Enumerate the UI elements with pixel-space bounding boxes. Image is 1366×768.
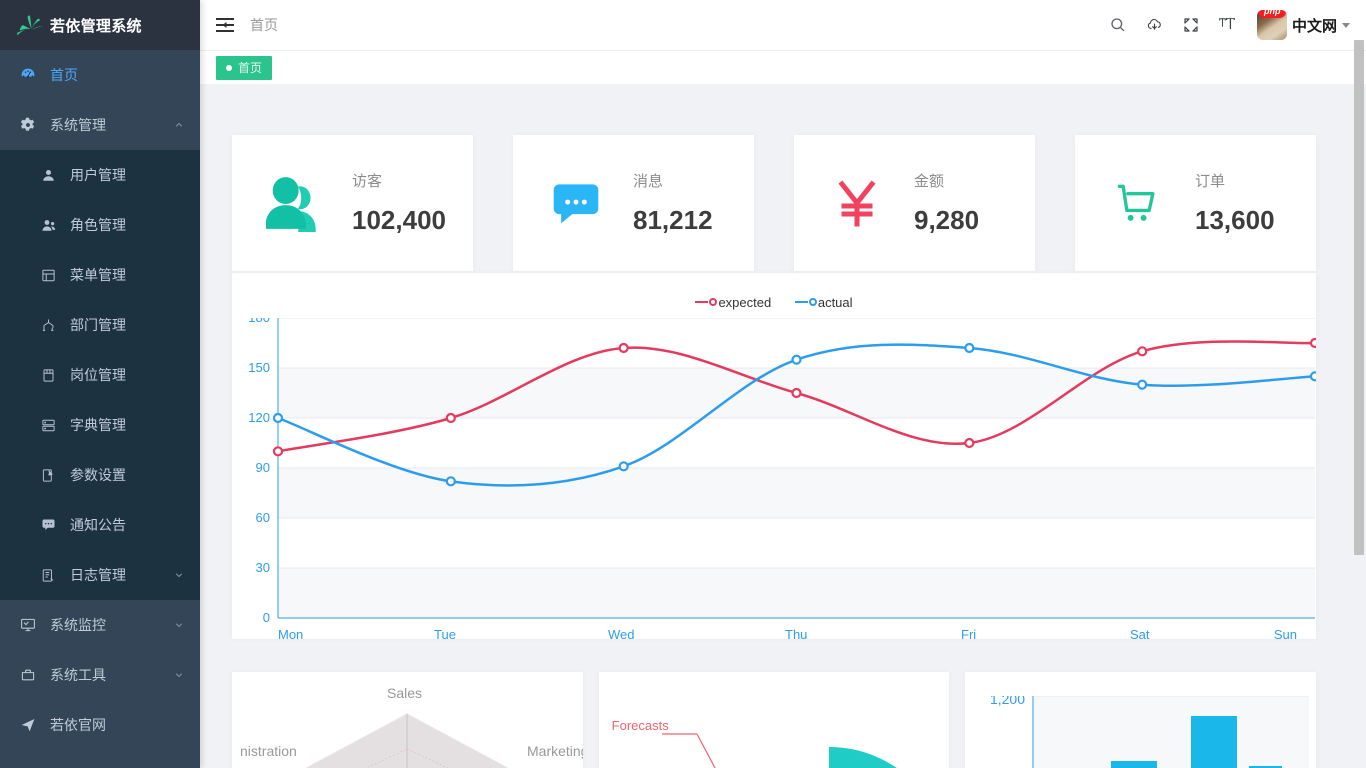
svg-text:120: 120 (248, 410, 270, 425)
svg-text:Sun: Sun (1274, 627, 1297, 642)
svg-text:Sat: Sat (1130, 627, 1150, 642)
svg-text:Wed: Wed (608, 627, 635, 642)
svg-text:180: 180 (248, 318, 270, 325)
svg-text:Fri: Fri (961, 627, 976, 642)
svg-text:Thu: Thu (785, 627, 807, 642)
svg-text:30: 30 (256, 560, 270, 575)
svg-text:0: 0 (263, 610, 270, 625)
svg-text:150: 150 (248, 360, 270, 375)
svg-text:Mon: Mon (278, 627, 303, 642)
svg-text:Tue: Tue (434, 627, 456, 642)
svg-text:1,200: 1,200 (990, 696, 1025, 707)
svg-text:60: 60 (256, 510, 270, 525)
svg-text:90: 90 (256, 460, 270, 475)
